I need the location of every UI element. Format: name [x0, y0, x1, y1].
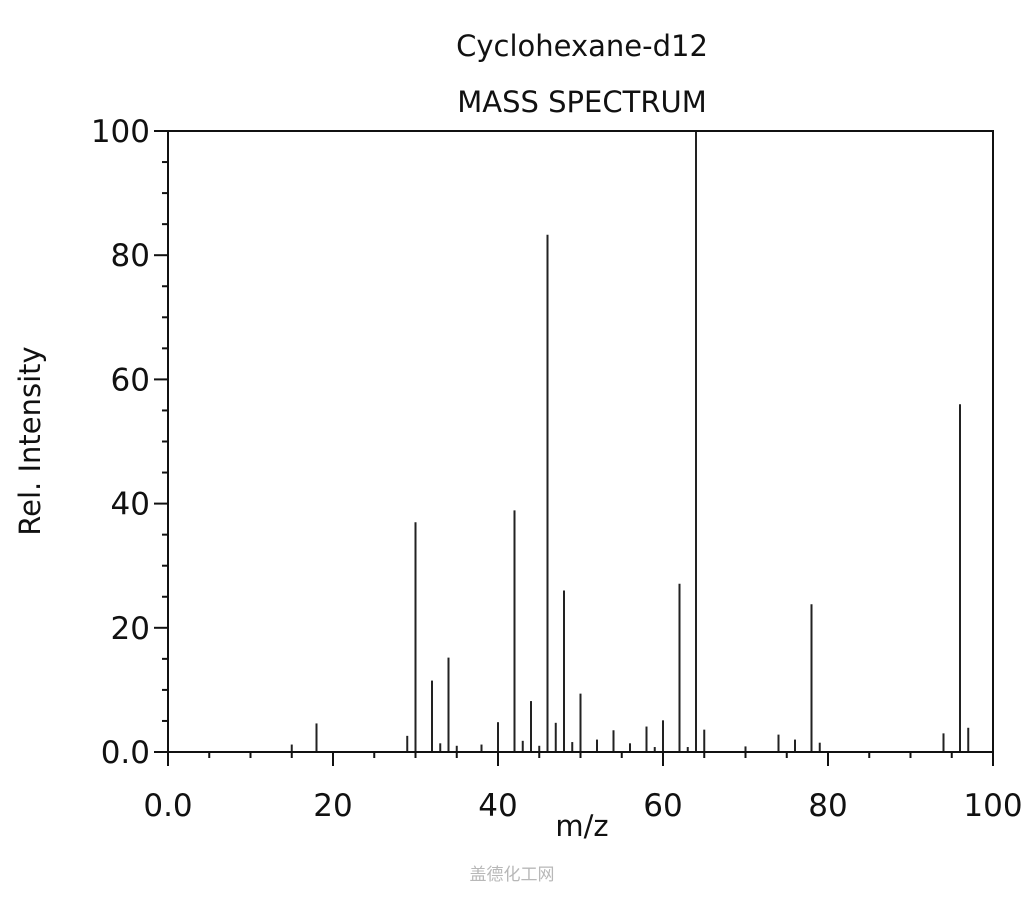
- x-axis: 0.0 20 40 60 80 100: [143, 752, 1023, 824]
- plot-area-frame: [167, 130, 994, 753]
- x-tick-label: 0.0: [143, 788, 192, 824]
- y-tick-label: 0.0: [101, 735, 150, 771]
- chart-title: Cyclohexane-d12: [456, 29, 708, 63]
- x-axis-label: m/z: [555, 809, 608, 843]
- x-tick-label: 80: [808, 788, 847, 824]
- y-tick-label: 40: [111, 487, 150, 523]
- watermark-text: 盖德化工网: [470, 865, 555, 885]
- y-tick-label: 80: [111, 238, 150, 274]
- x-tick-label: 100: [963, 788, 1022, 824]
- y-axis-label: Rel. Intensity: [13, 346, 47, 535]
- x-tick-label: 20: [313, 788, 352, 824]
- y-axis: 0.0 20 40 60 80 100: [91, 114, 168, 771]
- y-tick-label: 60: [111, 362, 150, 398]
- y-tick-label: 100: [91, 114, 150, 150]
- chart-subtitle: MASS SPECTRUM: [457, 85, 706, 119]
- y-tick-label: 20: [111, 611, 150, 647]
- x-tick-label: 60: [643, 788, 682, 824]
- peaks-layer: [290, 131, 970, 752]
- x-tick-label: 40: [478, 788, 517, 824]
